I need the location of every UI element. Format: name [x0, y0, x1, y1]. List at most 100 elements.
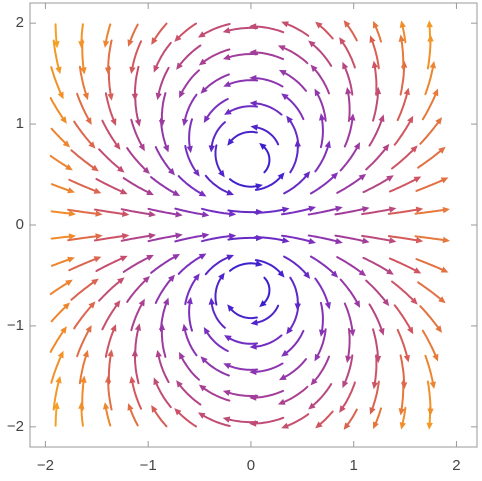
stream-arrow [315, 421, 323, 429]
stream-arrow [208, 145, 215, 153]
streamline [228, 306, 258, 320]
stream-arrow [415, 237, 424, 244]
stream-arrow [167, 167, 175, 176]
streamline [78, 352, 88, 385]
streamline [128, 23, 139, 45]
stream-arrow [362, 237, 370, 244]
streamline [252, 389, 284, 399]
streamline [317, 23, 334, 40]
streamline [104, 405, 112, 427]
streamline [419, 305, 441, 331]
x-tick-label: 1 [350, 457, 358, 474]
stream-arrow [55, 66, 62, 75]
streamline [98, 278, 123, 302]
stream-arrow [104, 67, 112, 75]
streamline [261, 276, 271, 306]
stream-arrow [324, 140, 331, 149]
stream-arrow [400, 382, 408, 390]
stream-arrow [282, 237, 290, 244]
streamline [80, 23, 84, 46]
stream-arrow [53, 41, 60, 49]
streamline [95, 256, 125, 272]
stream-arrow [343, 422, 351, 430]
streamline [365, 279, 388, 304]
stream-arrow [410, 145, 418, 153]
streamline [287, 117, 300, 149]
streamline [130, 118, 144, 149]
stream-arrow [129, 375, 136, 384]
stream-arrow [353, 300, 361, 308]
stream-arrow [85, 117, 92, 125]
stream-arrow [186, 145, 193, 154]
stream-arrow [335, 205, 343, 212]
stream-arrow [440, 177, 449, 184]
stream-arrow [228, 210, 237, 217]
streamline [399, 63, 406, 96]
streamline [399, 354, 406, 387]
stream-arrow [222, 416, 231, 423]
stream-arrow [93, 187, 102, 194]
stream-arrow [175, 211, 183, 218]
stream-arrow [249, 100, 257, 107]
streamline [307, 234, 340, 243]
stream-arrow [192, 169, 200, 177]
streamline [227, 209, 261, 214]
streamline [315, 91, 327, 122]
stream-arrow [349, 113, 356, 121]
stream-arrow [310, 377, 318, 386]
stream-arrow [68, 233, 76, 240]
y-tick-label: −2 [7, 418, 24, 435]
streamline [424, 64, 435, 96]
stream-arrow [358, 173, 367, 181]
streamline [372, 328, 380, 361]
stream-arrow [186, 296, 193, 305]
stream-arrow [85, 325, 92, 333]
streamline [252, 102, 283, 116]
stream-arrow [142, 166, 150, 174]
streamline [428, 23, 431, 44]
stream-arrow [249, 343, 257, 350]
stream-arrow [399, 422, 406, 430]
stream-arrow [134, 323, 142, 331]
streamline [346, 328, 351, 361]
streamline [283, 94, 305, 121]
streamline [201, 386, 231, 402]
streamline [281, 358, 307, 380]
stream-arrow [281, 21, 289, 28]
stream-arrow [172, 189, 181, 197]
stream-arrow [442, 236, 450, 244]
streamline [393, 118, 413, 146]
streamline [160, 300, 169, 332]
stream-arrow [138, 143, 145, 152]
stream-arrow [80, 375, 87, 383]
stream-arrow [369, 35, 376, 43]
stream-arrow [382, 298, 390, 307]
x-tick-label: −1 [140, 457, 157, 474]
streamline [201, 234, 234, 243]
stream-arrow [324, 301, 331, 310]
streamline [184, 144, 199, 175]
stream-arrow [113, 142, 121, 150]
streamline [426, 380, 432, 413]
streamline [76, 92, 91, 123]
streamline [225, 26, 259, 33]
stream-arrow [249, 368, 257, 376]
stream-arrow [429, 381, 436, 389]
streamline [281, 207, 314, 216]
stream-arrow [249, 23, 257, 30]
stream-arrow [259, 142, 267, 150]
stream-arrow [55, 375, 62, 384]
streamline [393, 304, 413, 332]
stream-arrow [119, 188, 128, 195]
stream-arrow [432, 88, 439, 97]
streamline [396, 90, 409, 122]
stream-arrow [345, 86, 352, 95]
streamline [254, 174, 283, 191]
streamline [120, 234, 154, 242]
stream-arrow [353, 142, 361, 150]
streamline [70, 149, 97, 171]
streamline [370, 380, 380, 412]
streamline [225, 363, 259, 371]
streamline [201, 48, 231, 64]
stream-arrow [198, 253, 207, 260]
